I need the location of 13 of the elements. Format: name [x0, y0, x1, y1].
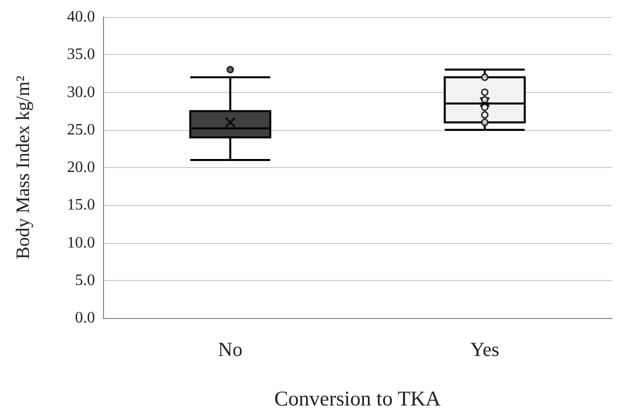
y-tick-label: 0.0	[75, 310, 95, 326]
y-tick-label: 25.0	[67, 121, 95, 138]
x-axis-title: Conversion to TKA	[274, 386, 442, 410]
x-tick-label: Yes	[470, 339, 500, 361]
y-tick-label: 30.0	[67, 84, 95, 101]
y-axis-title: Body Mass Index kg/m²	[13, 75, 34, 260]
y-tick-label: 35.0	[67, 46, 95, 64]
x-tick-label: No	[218, 339, 242, 361]
y-tick-label: 10.0	[67, 234, 95, 252]
y-tick-label: 5.0	[75, 272, 95, 289]
y-tick-label: 20.0	[67, 159, 95, 176]
y-tick-label: 40.0	[67, 8, 95, 26]
y-tick-label: 15.0	[67, 196, 95, 214]
